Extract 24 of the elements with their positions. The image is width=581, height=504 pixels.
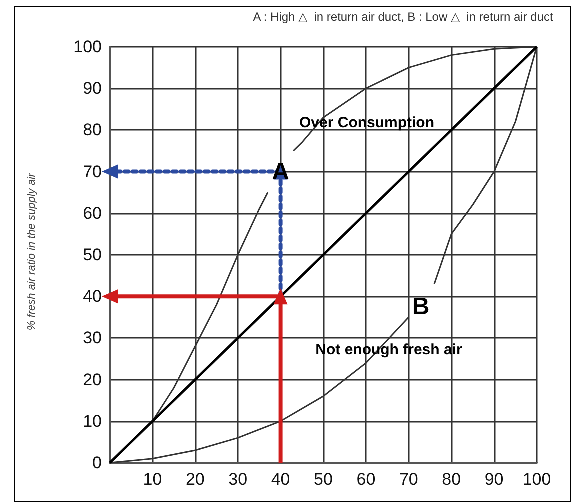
x-tick-label: 80 <box>442 470 462 489</box>
y-tick-label: 30 <box>83 328 102 348</box>
y-tick-label: 70 <box>83 162 102 182</box>
y-tick-label: 20 <box>83 370 102 390</box>
y-tick-label: 0 <box>92 454 102 472</box>
x-tick-label: 40 <box>271 470 290 489</box>
annotation: B <box>412 294 430 320</box>
y-tick-label: 100 <box>74 38 102 56</box>
chart-title: A : High △ in return air duct, B : Low △ in return air duct <box>253 10 554 24</box>
y-tick-label: 60 <box>83 204 102 223</box>
x-tick-label: 60 <box>356 470 376 489</box>
x-tick-label: 10 <box>143 470 162 489</box>
x-tick-label: 70 <box>399 470 418 489</box>
y-tick-label: 80 <box>83 120 102 140</box>
x-tick-label: 30 <box>228 470 248 489</box>
x-tick-label: 90 <box>484 470 504 489</box>
y-tick-label: 90 <box>83 79 102 98</box>
y-tick-label: 50 <box>83 246 102 264</box>
y-tick-label: 40 <box>83 287 102 306</box>
x-tick-label: 20 <box>186 470 205 489</box>
x-tick-label: 50 <box>314 470 333 489</box>
y-tick-label: 10 <box>83 412 102 431</box>
y-axis-title: % fresh air ratio in the supply air <box>26 172 38 331</box>
x-tick-label: 100 <box>522 470 552 489</box>
